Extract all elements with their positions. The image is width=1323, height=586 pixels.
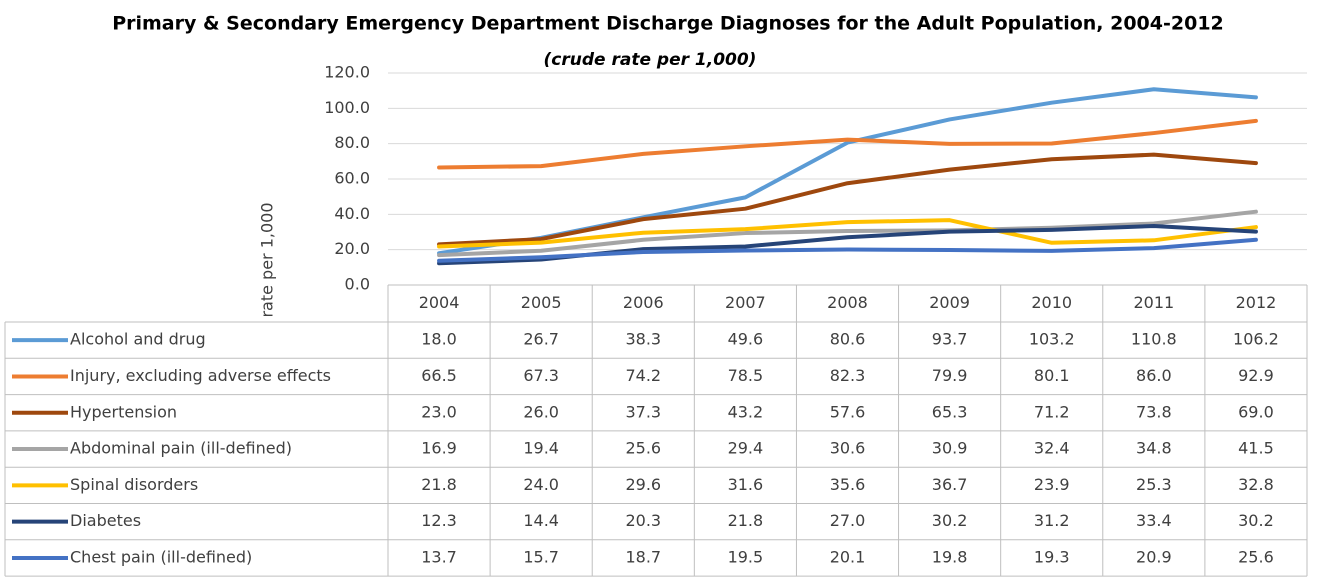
y-tick-label: 100.0 [324,98,370,117]
series-line [437,118,1258,170]
series-line [437,152,1258,247]
x-tick-label: 2004 [419,293,460,312]
table-cell: 31.2 [1034,511,1070,530]
table-cell: 103.2 [1029,330,1075,349]
x-tick-label: 2006 [623,293,664,312]
table-cell: 106.2 [1233,330,1279,349]
table-cell: 18.7 [625,547,661,566]
table-cell: 41.5 [1238,439,1274,458]
table-cell: 31.6 [728,475,764,494]
chart-subtitle: (crude rate per 1,000) [544,50,757,70]
table-cell: 25.6 [1238,547,1274,566]
table-cell: 32.4 [1034,439,1070,458]
table-cell: 71.2 [1034,402,1070,421]
table-cell: 19.8 [932,547,968,566]
table-cell: 66.5 [421,366,457,385]
table-cell: 29.6 [625,475,661,494]
y-tick-label: 40.0 [334,204,370,223]
table-cell: 27.0 [830,511,866,530]
legend-label: Spinal disorders [70,475,198,494]
x-tick-label: 2011 [1133,293,1174,312]
y-axis-label: rate per 1,000 [258,202,277,317]
table-cell: 19.3 [1034,547,1070,566]
chart-title: Primary & Secondary Emergency Department… [112,13,1224,35]
table-cell: 23.9 [1034,475,1070,494]
x-tick-label: 2008 [827,293,868,312]
table-cell: 65.3 [932,402,968,421]
table-cell: 20.9 [1136,547,1172,566]
table-cell: 80.1 [1034,366,1070,385]
legend-label: Alcohol and drug [70,330,206,349]
table-cell: 38.3 [625,330,661,349]
legend-label: Chest pain (ill-defined) [70,547,252,566]
x-tick-label: 2012 [1236,293,1277,312]
table-cell: 78.5 [728,366,764,385]
x-tick-label: 2005 [521,293,562,312]
table-cell: 92.9 [1238,366,1274,385]
table-cell: 73.8 [1136,402,1172,421]
table-cell: 80.6 [830,330,866,349]
table-cell: 15.7 [523,547,559,566]
y-tick-label: 80.0 [334,133,370,152]
table-cell: 29.4 [728,439,764,458]
table-cell: 25.3 [1136,475,1172,494]
table-cell: 37.3 [625,402,661,421]
series-line [437,209,1258,258]
table-cell: 12.3 [421,511,457,530]
table-cell: 20.3 [625,511,661,530]
table-cell: 26.0 [523,402,559,421]
table-cell: 20.1 [830,547,866,566]
table-cell: 23.0 [421,402,457,421]
y-tick-label: 60.0 [334,169,370,188]
legend-label: Hypertension [70,402,177,421]
table-cell: 26.7 [523,330,559,349]
table-cell: 24.0 [523,475,559,494]
legend-label: Abdominal pain (ill-defined) [70,439,292,458]
table-cell: 82.3 [830,366,866,385]
table-cell: 19.4 [523,439,559,458]
table-cell: 93.7 [932,330,968,349]
table-cell: 25.6 [625,439,661,458]
y-tick-label: 20.0 [334,239,370,258]
table-cell: 35.6 [830,475,866,494]
table-cell: 49.6 [728,330,764,349]
table-cell: 14.4 [523,511,559,530]
x-tick-label: 2007 [725,293,766,312]
table-cell: 21.8 [421,475,457,494]
x-tick-label: 2010 [1031,293,1072,312]
table-cell: 30.2 [932,511,968,530]
series-line [437,237,1258,263]
legend-label: Injury, excluding adverse effects [70,366,331,385]
table-cell: 30.9 [932,439,968,458]
table-cell: 33.4 [1136,511,1172,530]
y-tick-label: 0.0 [345,275,370,294]
table-cell: 57.6 [830,402,866,421]
table-cell: 74.2 [625,366,661,385]
table-cell: 30.6 [830,439,866,458]
table-cell: 32.8 [1238,475,1274,494]
table-cell: 34.8 [1136,439,1172,458]
y-tick-label: 120.0 [324,63,370,82]
table-cell: 69.0 [1238,402,1274,421]
table-cell: 18.0 [421,330,457,349]
table-cell: 19.5 [728,547,764,566]
table-cell: 21.8 [728,511,764,530]
table-cell: 36.7 [932,475,968,494]
table-cell: 79.9 [932,366,968,385]
x-tick-label: 2009 [929,293,970,312]
series-line [437,218,1258,249]
table-cell: 43.2 [728,402,764,421]
table-cell: 86.0 [1136,366,1172,385]
table-cell: 67.3 [523,366,559,385]
legend-label: Diabetes [70,511,141,530]
table-cell: 13.7 [421,547,457,566]
table-cell: 16.9 [421,439,457,458]
table-cell: 110.8 [1131,330,1177,349]
table-cell: 30.2 [1238,511,1274,530]
